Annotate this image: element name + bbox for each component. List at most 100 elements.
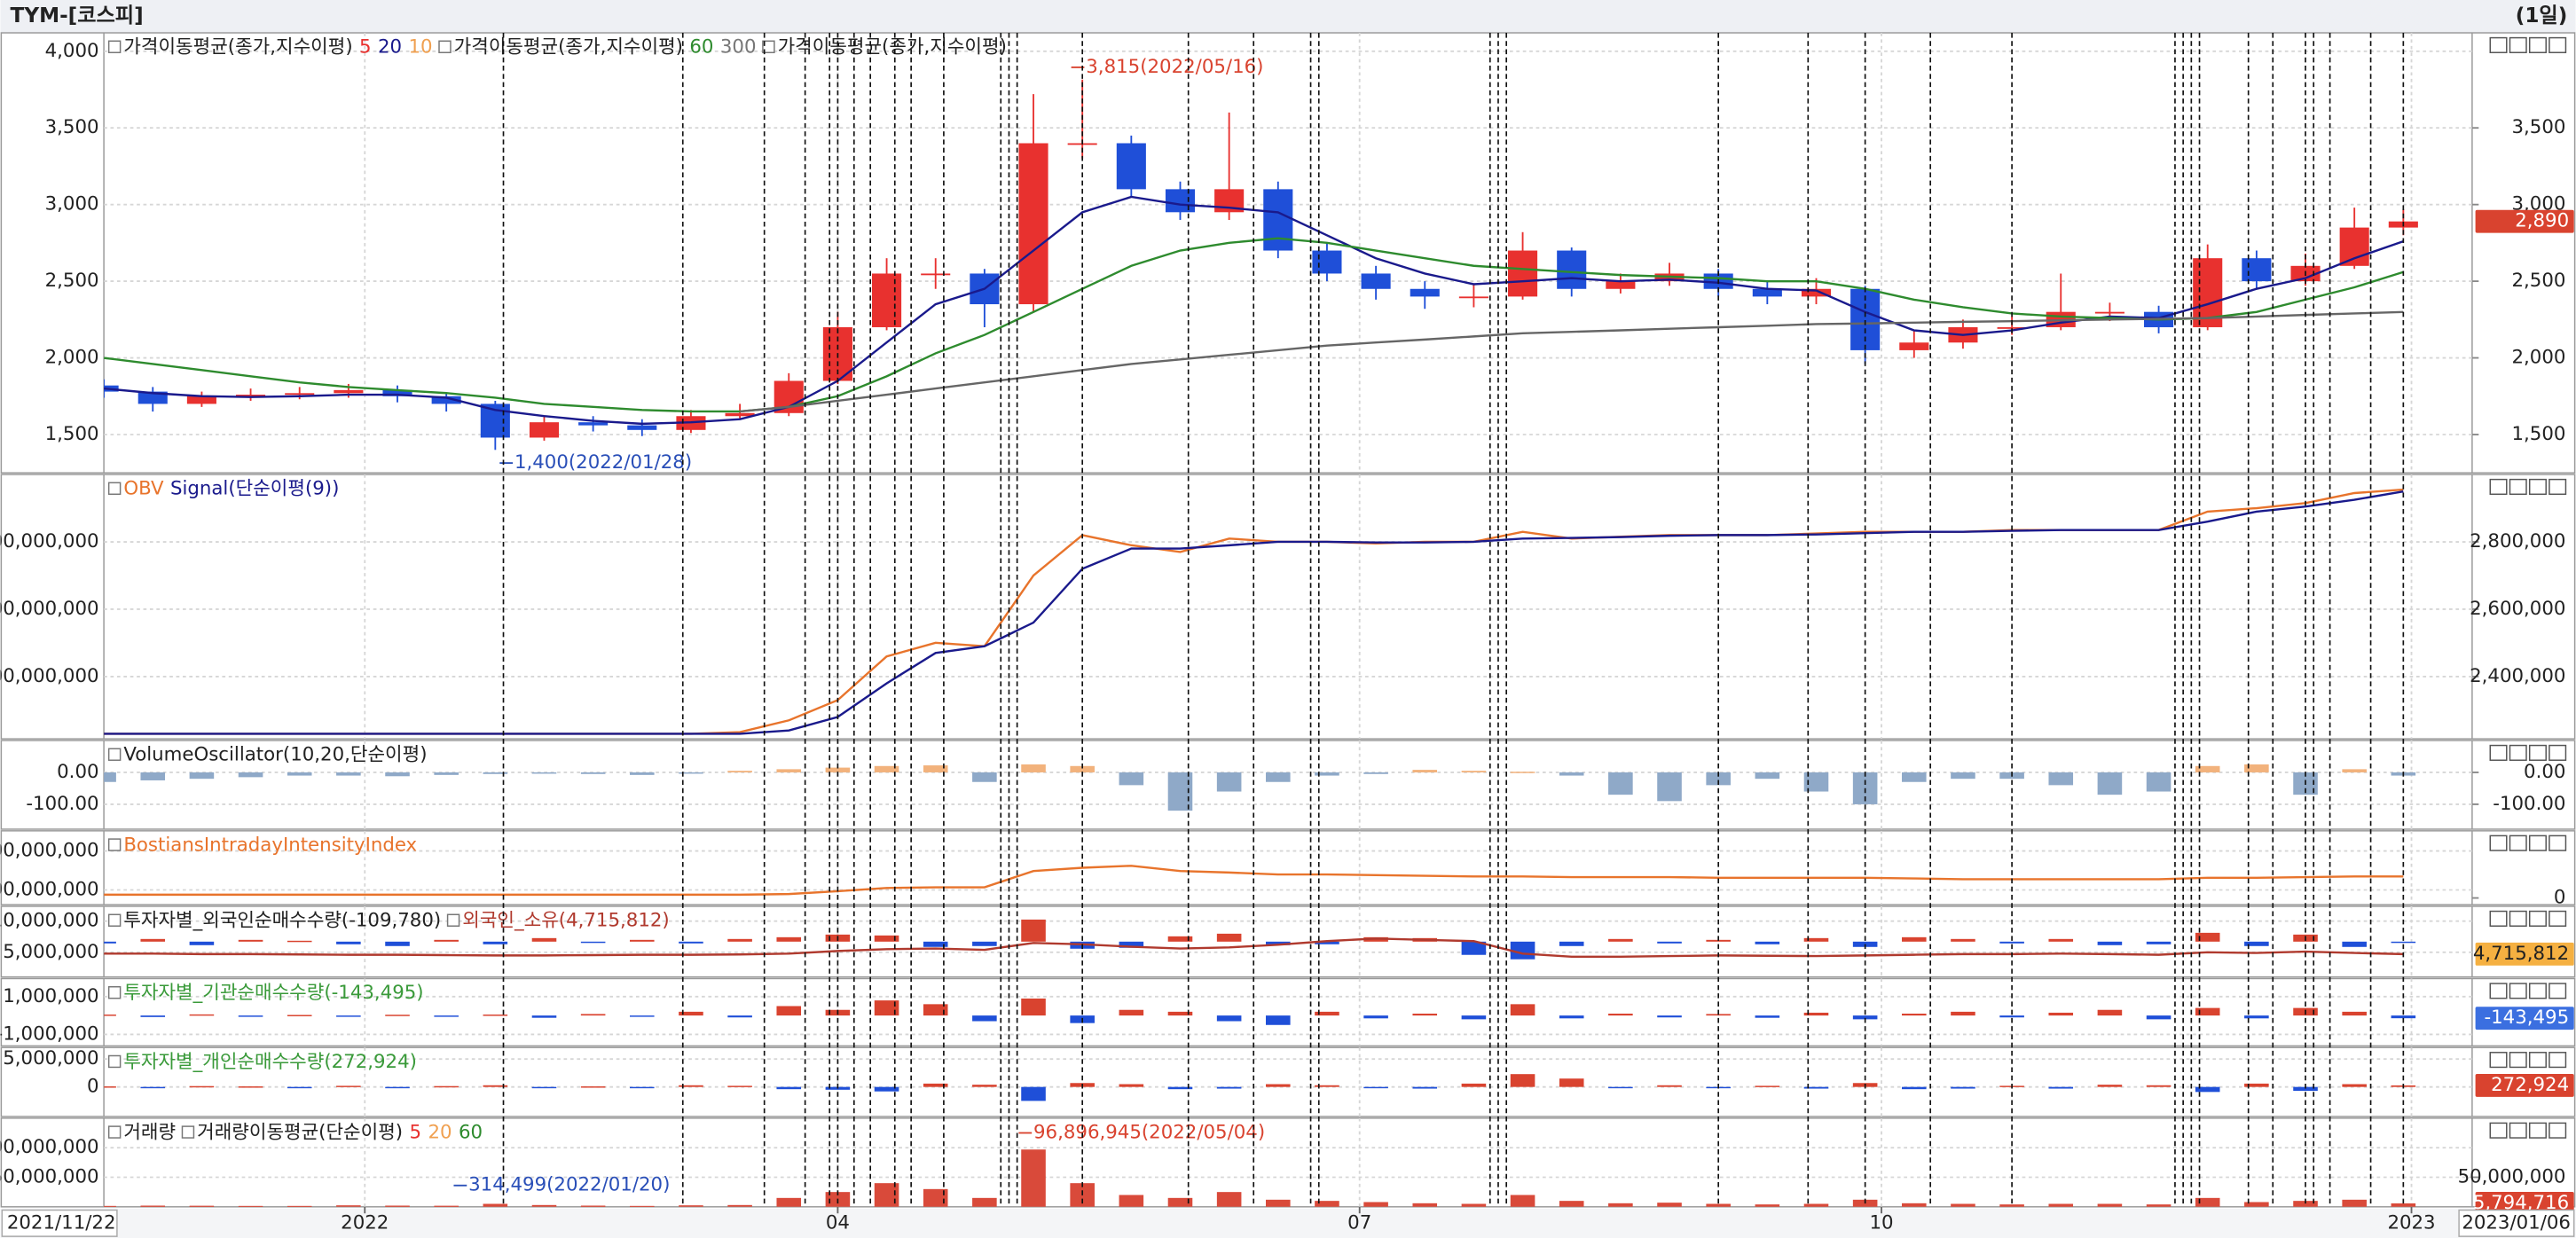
- x-axis-band: [0, 1208, 2576, 1238]
- candle-body: [285, 393, 315, 396]
- series-bar: [1657, 772, 1682, 802]
- series-bar: [2391, 1203, 2416, 1207]
- series-bar: [1755, 772, 1780, 780]
- series-bar: [1216, 772, 1242, 792]
- series-bar: [189, 1085, 215, 1088]
- series-bar: [1902, 1203, 1927, 1207]
- legend-entry: 거래량이동평균(단순이평): [197, 1122, 403, 1144]
- series-bar: [1951, 1203, 1975, 1207]
- series-bar: [1999, 941, 2024, 944]
- series-bar: [1461, 1083, 1487, 1087]
- series-bar: [287, 940, 312, 943]
- series-bar: [1412, 1203, 1438, 1207]
- legend-icon: [181, 1125, 195, 1139]
- series-bar: [580, 1205, 606, 1207]
- series-bar: [1412, 1013, 1438, 1016]
- legend-icon: [107, 913, 122, 927]
- series-bar: [1510, 1195, 1535, 1207]
- series-bar: [1657, 941, 1682, 944]
- series-bar: [336, 1205, 361, 1207]
- series-bar: [1119, 1009, 1144, 1016]
- series-bar: [2244, 1015, 2269, 1019]
- series-bar: [1363, 772, 1388, 774]
- legend-icon: [446, 913, 460, 927]
- series-bar: [189, 772, 215, 780]
- y2-tick-label: 1,500: [2511, 423, 2565, 445]
- series-bar: [630, 1205, 655, 1207]
- series-bar: [2146, 1204, 2172, 1207]
- series-bar: [727, 938, 752, 942]
- series-bar: [1803, 772, 1829, 792]
- series-bar: [972, 941, 997, 946]
- series-bar: [1119, 1084, 1144, 1087]
- panel-button: [2509, 478, 2527, 496]
- legend-icon: [107, 482, 122, 496]
- series-bar: [1755, 1085, 1780, 1087]
- series-bar: [1755, 941, 1780, 944]
- value-tag: 2,890: [2515, 210, 2569, 232]
- series-bar: [1363, 1202, 1388, 1207]
- series-bar: [1363, 1015, 1388, 1019]
- series-bar: [1021, 1086, 1046, 1101]
- panel-button: [2549, 478, 2567, 496]
- legend-entry: 거래량: [123, 1122, 176, 1144]
- series-bar: [1902, 1013, 1927, 1016]
- series-bar: [727, 1204, 752, 1207]
- legend-entry: 투자자별_개인순매수수량(272,924): [123, 1051, 417, 1073]
- period-label: (1일): [2516, 4, 2568, 27]
- candle-body: [627, 425, 657, 430]
- candle-body: [1361, 273, 1391, 289]
- legend-entry: 5: [359, 36, 372, 59]
- annotation: 3,815(2022/05/16): [1086, 56, 1263, 78]
- series-bar: [287, 772, 312, 776]
- series-bar: [1999, 1015, 2024, 1018]
- candle-body: [1312, 250, 1342, 274]
- series-bar: [1559, 772, 1584, 776]
- series-bar: [1803, 1012, 1829, 1016]
- series-bar: [1510, 1004, 1535, 1016]
- panel-button: [2489, 36, 2508, 53]
- legend-entry: 가격이동평균(종가,지수이평): [454, 36, 683, 59]
- series-bar: [1167, 1197, 1193, 1207]
- y2-tick-label: -100.00: [2493, 793, 2565, 815]
- panel-button: [2489, 1052, 2508, 1069]
- value-tag: -143,495: [2484, 1007, 2569, 1029]
- series-bar: [385, 772, 410, 777]
- panel-button: [2549, 744, 2567, 761]
- y-tick-label: 00,000,000: [0, 665, 99, 687]
- series-bar: [1167, 936, 1193, 942]
- legend-entry: 60: [459, 1122, 483, 1144]
- left-axis: 00,000,000 00,000,000: [0, 840, 98, 901]
- series-bar: [1755, 1015, 1780, 1018]
- legend-entry: 투자자별_외국인순매수수량(-109,780): [123, 910, 441, 932]
- series-bar: [630, 1015, 655, 1017]
- series-bar: [972, 1197, 997, 1207]
- series-bar: [336, 1085, 361, 1087]
- annotation: 1,400(2022/01/28): [514, 451, 692, 474]
- candle-body: [186, 396, 216, 404]
- candle-body: [1458, 296, 1488, 299]
- series-bar: [2097, 1085, 2123, 1087]
- series-bar: [874, 935, 899, 942]
- legend-icon: [107, 748, 122, 761]
- series-bar: [1167, 1011, 1193, 1016]
- series-bar: [238, 1086, 263, 1088]
- y2-tick-label: 2,800,000: [2470, 530, 2565, 552]
- candle-body: [1263, 189, 1293, 251]
- plot-area: [104, 740, 2472, 829]
- series-bar: [2391, 1015, 2416, 1019]
- series-bar: [580, 941, 606, 944]
- series-bar: [1021, 1149, 1046, 1207]
- panel-button: [2549, 1052, 2567, 1069]
- y2-tick-label: 0.00: [2524, 761, 2565, 783]
- series-bar: [238, 1205, 263, 1207]
- left-axis: 00,000,000 50,000,000: [0, 1136, 99, 1187]
- candle-body: [725, 412, 755, 417]
- series-bar: [1315, 1085, 1339, 1087]
- y-tick-label: 50,000,000: [0, 1165, 99, 1187]
- panel-button: [2489, 478, 2508, 496]
- series-bar: [1951, 1011, 1975, 1016]
- series-bar: [1657, 1015, 1682, 1018]
- panel-button: [2528, 983, 2547, 999]
- series-bar: [679, 772, 703, 774]
